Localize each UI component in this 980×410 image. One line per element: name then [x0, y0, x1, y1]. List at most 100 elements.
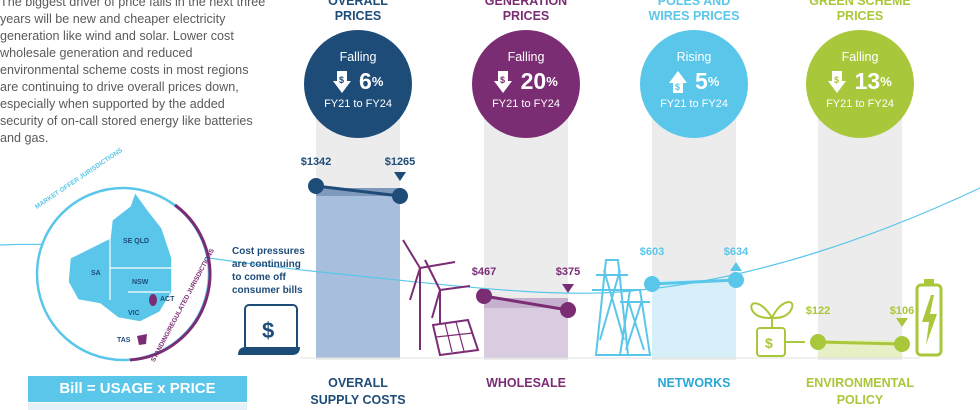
- wholesale-trend-line: [483, 294, 569, 312]
- overall-period: FY21 to FY24: [324, 98, 392, 110]
- generation-header-line2: PRICES: [502, 9, 550, 23]
- tower1-brace1: [603, 269, 625, 341]
- environmental-category-line1: ENVIRONMENTAL: [805, 376, 915, 390]
- map-state-tas: TAS: [117, 337, 131, 344]
- environmental-start-value: $122: [805, 305, 831, 317]
- turbine1-blade3: [409, 267, 421, 301]
- scroll-foot: [238, 347, 300, 355]
- battery-body: [915, 283, 943, 357]
- wholesale-end-value: $375: [555, 266, 581, 278]
- intro-text: The biggest driver of price falls in the…: [0, 0, 266, 145]
- turbine2-blade1: [424, 259, 441, 291]
- environmental-end-dot: [894, 336, 910, 352]
- poles-header-line1: POLES AND: [657, 0, 731, 8]
- environmental-trend-line: [817, 340, 903, 346]
- overall-header: OVERALL PRICES: [283, 0, 433, 24]
- generation-pct-sign: %: [546, 74, 558, 89]
- green-header: GREEN SCHEME PRICES: [785, 0, 935, 24]
- environmental-category: ENVIRONMENTAL POLICY: [785, 375, 935, 409]
- transmission-tower-icon: [592, 259, 652, 356]
- poles-pct-row: $ 5%: [640, 68, 748, 94]
- turbine2-blade2: [439, 285, 471, 291]
- networks-bar: [652, 280, 736, 358]
- overall-pct: 6: [359, 68, 372, 94]
- generation-direction: Falling: [507, 50, 545, 64]
- svg-text:$: $: [500, 75, 505, 85]
- solar-line2: [455, 321, 465, 352]
- wholesale-end-dot: [560, 302, 576, 318]
- overall-header-line2: PRICES: [334, 9, 382, 23]
- poles-pct: 5: [695, 68, 708, 94]
- generation-period: FY21 to FY24: [492, 98, 560, 110]
- cost-pressures-text: Cost pressures are continuing to come of…: [232, 246, 305, 296]
- bill-formula-underbar: [28, 403, 247, 410]
- map-state-seqld: SE QLD: [123, 238, 150, 245]
- bill-scroll-icon: $: [238, 304, 300, 355]
- networks-category: NETWORKS: [619, 375, 769, 392]
- overall-start-value: $1342: [300, 156, 332, 168]
- down-arrow-icon: $: [332, 70, 351, 93]
- turbine1-blade2: [419, 261, 456, 269]
- svg-text:$: $: [834, 75, 839, 85]
- tower2-body: [618, 289, 652, 356]
- green-header-line2: PRICES: [836, 9, 884, 23]
- environmental-start-dot: [810, 334, 826, 350]
- map-regulated-arc: [129, 203, 212, 362]
- solar-line3: [435, 332, 474, 338]
- scroll-dollar: $: [262, 318, 274, 343]
- networks-end-dot: [728, 272, 744, 288]
- networks-trend-line: [651, 278, 737, 286]
- australia-map: [35, 186, 212, 362]
- green-period: FY21 to FY24: [826, 98, 894, 110]
- wholesale-down-triangle: [562, 284, 574, 293]
- green-plug-icon: [750, 301, 805, 357]
- networks-end-value: $634: [723, 246, 749, 258]
- mainland-shape: [67, 190, 173, 323]
- svg-text:$: $: [339, 75, 344, 85]
- wholesale-start-value: $467: [471, 266, 497, 278]
- poles-direction: Rising: [676, 50, 712, 64]
- green-header-line1: GREEN SCHEME: [809, 0, 911, 8]
- green-bubble: Falling $ 13% FY21 to FY24: [806, 30, 914, 138]
- map-state-act: ACT: [160, 296, 175, 303]
- tasmania-shape: [137, 334, 147, 345]
- poles-header-line2: WIRES PRICES: [648, 9, 740, 23]
- map-state-vic: VIC: [128, 310, 140, 317]
- down-arrow-icon: $: [828, 70, 847, 93]
- poles-period: FY21 to FY24: [660, 98, 728, 110]
- overall-category: OVERALL SUPPLY COSTS: [283, 375, 433, 409]
- generation-bubble: Falling $ 20% FY21 to FY24: [472, 30, 580, 138]
- wind-turbine-icon: [402, 239, 471, 350]
- up-arrow-icon: $: [668, 70, 687, 93]
- overall-direction: Falling: [339, 50, 377, 64]
- environmental-category-line2: POLICY: [836, 393, 884, 407]
- wholesale-category-line1: WHOLESALE: [486, 376, 566, 390]
- battery-icon: [915, 279, 943, 357]
- overall-pct-row: $ 6%: [304, 68, 412, 94]
- overall-end-value: $1265: [384, 156, 416, 168]
- tower1-brace2: [599, 269, 621, 341]
- solar-panel-frame: [431, 318, 480, 357]
- generation-header: GENERATION PRICES: [451, 0, 601, 24]
- down-arrow-icon: $: [494, 70, 513, 93]
- green-pct: 13: [854, 68, 881, 94]
- map-state-sa: SA: [91, 270, 101, 277]
- overall-category-line1: OVERALL: [328, 376, 388, 390]
- generation-header-line1: GENERATION: [484, 0, 568, 8]
- overall-pct-sign: %: [371, 74, 384, 89]
- networks-up-triangle: [730, 262, 742, 271]
- poles-bubble: Rising $ 5% FY21 to FY24: [640, 30, 748, 138]
- overall-trend-line: [315, 184, 401, 198]
- poles-pct-sign: %: [707, 74, 720, 89]
- overall-start-dot: [308, 178, 324, 194]
- leaf-right: [770, 301, 794, 320]
- overall-down-triangle: [394, 172, 406, 181]
- battery-terminal: [924, 279, 934, 285]
- generation-pct: 20: [520, 68, 547, 94]
- turbine2-blade3: [431, 289, 441, 319]
- generation-pct-row: $ 20%: [472, 68, 580, 94]
- green-direction: Falling: [841, 50, 879, 64]
- green-pct-sign: %: [880, 74, 892, 89]
- map-state-nsw: NSW: [132, 279, 149, 286]
